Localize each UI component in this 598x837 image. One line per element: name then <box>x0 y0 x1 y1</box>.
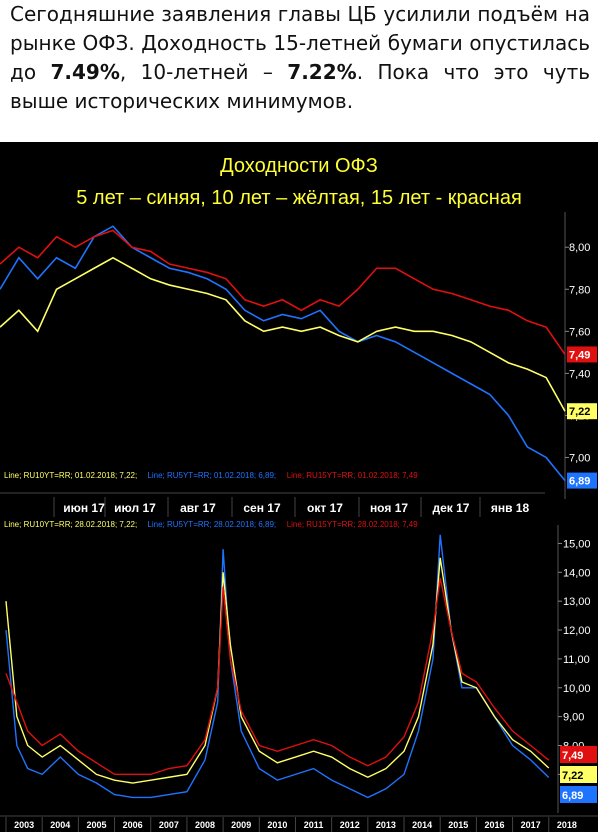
y-tick-label: 7,60 <box>569 326 590 338</box>
y-tick-label: 8,00 <box>569 242 590 254</box>
end-value-label: 7,22 <box>569 406 590 418</box>
caption-yield-15y: 7.49% <box>50 60 120 84</box>
x-tick-label: 2016 <box>484 820 504 830</box>
caption-text-1: Сегодняшние заявления главы ЦБ усилили п… <box>10 2 590 84</box>
chart-subtitle: 5 лет – синяя, 10 лет – жёлтая, 15 лет -… <box>76 187 522 209</box>
legend-entry: Line; RU15YT=RR; 28.02.2018; 7,49 <box>287 520 419 529</box>
x-tick-label: 2012 <box>340 820 360 830</box>
chart-ofz-history: Line; RU10YT=RR; 28.02.2018; 7,22; Line; … <box>0 519 598 832</box>
x-tick-label: ноя 17 <box>370 501 408 515</box>
y-tick-label: 15,00 <box>563 538 591 550</box>
end-value-label: 7,49 <box>569 349 590 361</box>
series-10y-line <box>5 557 550 784</box>
legend-entry: Line; RU5YT=RR; 28.02.2018; 6,89; <box>147 520 276 529</box>
series-15y-line <box>5 577 550 776</box>
x-tick-label: 2008 <box>195 820 215 830</box>
x-tick-label: сен 17 <box>243 501 281 515</box>
chart-ofz-2017-svg: Доходности ОФЗ 5 лет – синяя, 10 лет – жё… <box>0 155 597 517</box>
chart-ofz-2017: Доходности ОФЗ 5 лет – синяя, 10 лет – жё… <box>0 142 598 519</box>
x-tick-label: окт 17 <box>307 501 343 515</box>
y-tick-label: 7,40 <box>569 368 590 380</box>
end-value-box <box>560 786 597 803</box>
y-tick-label: 7,80 <box>569 284 590 296</box>
y-tick-label: 10,00 <box>563 683 591 695</box>
x-tick-label: 2005 <box>86 820 106 830</box>
legend-entry: Line; RU10YT=RR; 01.02.2018; 7,22; <box>4 471 137 480</box>
legend-entry: Line; RU5YT=RR; 01.02.2018; 6,89; <box>147 471 276 480</box>
x-tick-label: 2003 <box>14 820 34 830</box>
x-tick-label: авг 17 <box>180 501 216 515</box>
y-tick-label: 9,00 <box>563 712 584 724</box>
series-5y-line <box>5 534 550 799</box>
end-value-box <box>567 403 597 420</box>
caption-yield-10y: 7.22% <box>287 60 357 84</box>
x-tick-label: дек 17 <box>433 501 470 515</box>
x-tick-label: июл 17 <box>114 501 156 515</box>
x-tick-label: 2006 <box>123 820 143 830</box>
end-value-box <box>567 472 597 489</box>
end-value-label: 6,89 <box>569 476 590 488</box>
end-value-box <box>560 746 597 763</box>
legend-entry: Line; RU15YT=RR; 01.02.2018; 7,49 <box>287 471 419 480</box>
end-value-label: 7,22 <box>562 770 583 782</box>
x-tick-label: 2004 <box>50 820 70 830</box>
y-tick-label: 12,00 <box>563 625 591 637</box>
x-tick-label: 2007 <box>159 820 179 830</box>
x-tick-label: 2018 <box>557 820 577 830</box>
x-tick-label: 2010 <box>267 820 287 830</box>
series-10y-line <box>0 256 566 412</box>
x-tick-label: 2011 <box>304 820 324 830</box>
post-caption: Сегодняшние заявления главы ЦБ усилили п… <box>10 0 590 140</box>
x-tick-label: июн 17 <box>63 501 105 515</box>
caption-text-3: . Пока что это чуть выше исторических ми… <box>10 60 590 113</box>
x-tick-label: 2014 <box>412 820 432 830</box>
chart-title: Доходности ОФЗ <box>220 155 378 177</box>
end-value-label: 6,89 <box>562 790 583 802</box>
x-tick-label: янв 18 <box>491 501 530 515</box>
legend-entry: Line; RU10YT=RR; 28.02.2018; 7,22; <box>4 520 137 529</box>
chart-ofz-history-svg: Line; RU10YT=RR; 28.02.2018; 7,22; Line; … <box>0 520 598 832</box>
x-tick-label: 2009 <box>231 820 251 830</box>
y-tick-label: 11,00 <box>563 654 590 666</box>
caption-text-2: , 10-летней – <box>119 60 288 84</box>
series-15y-line <box>0 229 566 355</box>
series-5y-line <box>0 225 566 482</box>
x-tick-label: 2015 <box>448 820 468 830</box>
x-tick-label: 2017 <box>521 820 541 830</box>
y-tick-label: 14,00 <box>563 567 591 579</box>
end-value-box <box>560 766 597 783</box>
x-tick-label: 2013 <box>376 820 396 830</box>
end-value-box <box>567 346 597 363</box>
y-tick-label: 7,00 <box>569 452 590 464</box>
end-value-label: 7,49 <box>562 750 583 762</box>
y-tick-label: 13,00 <box>563 596 591 608</box>
